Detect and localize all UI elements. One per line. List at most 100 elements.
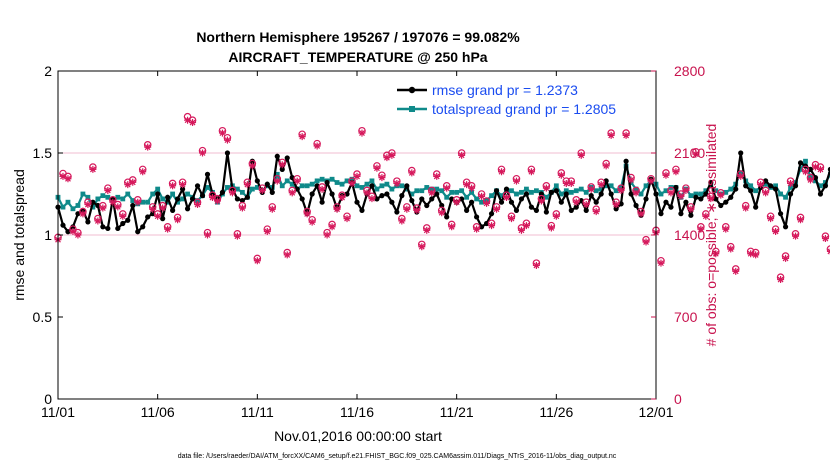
assimilated-obs-point xyxy=(567,179,575,187)
rmse-point xyxy=(753,204,759,210)
rmse-point xyxy=(329,191,335,197)
spread-point xyxy=(369,178,375,184)
y2-tick-label: 0 xyxy=(674,391,682,407)
rmse-point xyxy=(488,211,495,217)
rmse-point xyxy=(528,204,535,210)
x-tick-label: 11/11 xyxy=(241,404,274,420)
spread-point xyxy=(334,180,340,185)
rmse-point xyxy=(369,183,375,189)
rmse-point xyxy=(688,212,694,218)
assimilated-obs-point xyxy=(154,212,162,220)
spread-point xyxy=(529,189,534,195)
assimilated-obs-point xyxy=(667,189,675,197)
spread-point xyxy=(170,191,176,197)
rmse-point xyxy=(404,183,410,189)
rmse-point xyxy=(130,202,136,209)
assimilated-obs-point xyxy=(672,168,680,176)
rmse-point xyxy=(573,204,579,210)
assimilated-obs-point xyxy=(737,172,745,180)
assimilated-obs-point xyxy=(333,205,341,213)
spread-point xyxy=(449,189,455,195)
y2-tick-label: 2800 xyxy=(674,63,705,79)
rmse-point xyxy=(60,222,66,228)
assimilated-obs-point xyxy=(233,232,241,240)
spread-point xyxy=(379,183,385,189)
y-tick-label: 2 xyxy=(44,63,52,79)
spread-point xyxy=(75,203,81,208)
assimilated-obs-point xyxy=(338,194,346,202)
rmse-point xyxy=(558,199,564,205)
assimilated-obs-point xyxy=(428,189,436,197)
spread-point xyxy=(583,189,589,195)
assimilated-obs-point xyxy=(84,201,92,209)
spread-point xyxy=(723,189,729,195)
spread-point xyxy=(225,185,230,190)
assimilated-obs-point xyxy=(507,215,515,223)
spread-point xyxy=(593,188,599,194)
rmse-point xyxy=(125,217,131,223)
assimilated-obs-point xyxy=(129,178,137,186)
y2-axis-label: # of obs: o=possible; ∗=assimilated xyxy=(703,124,719,347)
rmse-point xyxy=(274,153,280,159)
spread-point xyxy=(444,194,450,200)
spread-point xyxy=(329,176,335,182)
assimilated-obs-point xyxy=(512,177,520,185)
spread-point xyxy=(713,188,719,194)
assimilated-obs-point xyxy=(119,212,127,220)
rmse-point xyxy=(434,191,440,197)
assimilated-obs-point xyxy=(617,186,625,194)
assimilated-obs-point xyxy=(443,184,451,192)
assimilated-obs-point xyxy=(433,172,441,180)
spread-point xyxy=(284,178,290,184)
assimilated-obs-point xyxy=(378,174,386,182)
rmse-point xyxy=(787,191,794,197)
assimilated-obs-point xyxy=(308,218,316,226)
assimilated-obs-point xyxy=(408,169,416,177)
spread-point xyxy=(738,170,744,176)
rmse-point xyxy=(269,189,275,195)
assimilated-obs-point xyxy=(458,151,466,159)
rmse-point xyxy=(508,199,515,205)
assimilated-obs-point xyxy=(488,222,496,230)
rmse-point xyxy=(284,155,290,161)
rmse-point xyxy=(219,189,226,195)
spread-point xyxy=(254,185,260,190)
assimilated-obs-point xyxy=(373,164,381,172)
assimilated-obs-point xyxy=(597,181,605,189)
assimilated-obs-point xyxy=(343,215,351,223)
grid-lines xyxy=(58,152,656,236)
assimilated-obs-point xyxy=(821,235,829,243)
assimilated-obs-point xyxy=(303,210,311,218)
assimilated-obs-point xyxy=(393,179,401,187)
spread-point xyxy=(155,186,161,192)
assimilated-obs-point xyxy=(527,168,535,176)
assimilated-obs-point xyxy=(368,195,376,203)
rmse-point xyxy=(713,196,719,202)
rmse-point xyxy=(249,158,255,164)
rmse-point xyxy=(469,199,475,205)
assimilated-obs-point xyxy=(218,129,226,137)
assimilated-obs-point xyxy=(577,151,585,159)
spread-point xyxy=(698,191,704,197)
assimilated-obs-point xyxy=(263,227,271,235)
rmse-point xyxy=(643,196,649,202)
rmse-point xyxy=(379,193,385,199)
assimilated-obs-point xyxy=(692,150,700,158)
spread-point xyxy=(80,191,86,197)
rmse-point xyxy=(703,191,709,197)
spread-point xyxy=(195,198,200,203)
assimilated-obs-point xyxy=(398,217,406,225)
spread-point xyxy=(274,171,280,177)
rmse-point xyxy=(738,150,744,156)
assimilated-obs-point xyxy=(468,184,476,192)
y-tick-label: 0.5 xyxy=(33,309,53,325)
assimilated-obs-point xyxy=(792,232,800,240)
assimilated-obs-point xyxy=(727,245,735,253)
y-axis-label: rmse and totalspread xyxy=(11,169,27,301)
spread-point xyxy=(459,188,465,194)
spread-point xyxy=(414,188,420,194)
rmse-point xyxy=(90,199,96,205)
spread-point xyxy=(309,181,315,187)
assimilated-obs-point xyxy=(712,250,720,258)
spread-point xyxy=(314,178,320,184)
